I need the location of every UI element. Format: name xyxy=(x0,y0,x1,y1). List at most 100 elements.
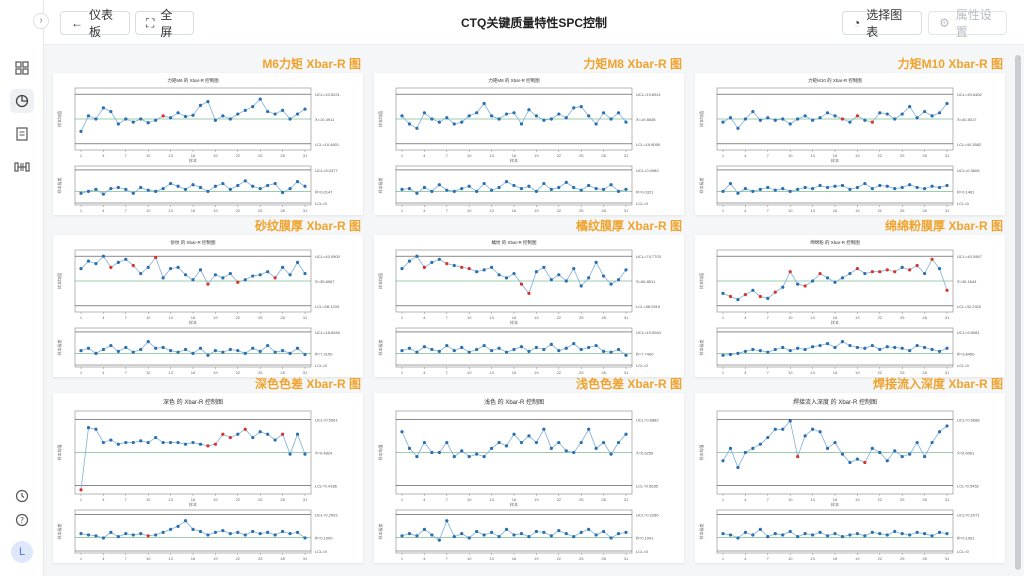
data-point xyxy=(183,187,188,191)
adjust-icon[interactable] xyxy=(10,155,34,179)
data-point xyxy=(497,440,501,445)
data-point xyxy=(751,347,755,352)
data-point xyxy=(915,116,919,120)
data-point xyxy=(198,103,203,107)
out-of-control-point xyxy=(803,284,807,288)
out-of-control-point xyxy=(915,263,919,268)
data-point xyxy=(116,535,120,539)
x-tick-label: 10 xyxy=(467,153,472,158)
lcl-label: LCL=28.1233 xyxy=(315,304,340,309)
ucl-label: UCL=0.6688 xyxy=(957,417,980,422)
avatar[interactable]: L xyxy=(11,541,33,563)
history-icon[interactable] xyxy=(10,484,34,508)
scrollbar[interactable] xyxy=(1012,45,1024,576)
data-point xyxy=(109,530,113,534)
x-tick-label: 1 xyxy=(722,497,725,502)
data-point xyxy=(288,273,292,277)
fullscreen-button[interactable]: ⛶ 全屏 xyxy=(135,8,194,39)
xbar-r-chart: 力矩M8 的 Xbar-R 控制图 1 4 7 10 13 16 19 22 25 28 31 样本均值… xyxy=(377,77,662,213)
data-point xyxy=(400,114,404,118)
data-point xyxy=(467,455,471,459)
data-point xyxy=(863,271,867,276)
data-point xyxy=(564,346,568,350)
x-tick-label: 7 xyxy=(446,315,449,320)
help-icon[interactable]: ? xyxy=(10,508,34,532)
xbar-series-line xyxy=(80,427,306,490)
collapse-sidebar-button[interactable]: › xyxy=(33,13,49,29)
x-tick-label: 13 xyxy=(489,208,494,213)
x-tick-label: 7 xyxy=(125,556,128,561)
data-point xyxy=(878,450,882,455)
data-point xyxy=(594,187,598,191)
xbar-chart-title: 力矩M10 的 Xbar-R 控制图 xyxy=(808,77,862,84)
r-ucl-label: UCL=0.0983 xyxy=(636,168,659,173)
data-point xyxy=(863,118,867,122)
data-point xyxy=(616,111,621,115)
chart-image: 绵绵粉 的 Xbar-R 控制图 1 4 7 10 13 16 19 22 25 28 31 样本均值 U… xyxy=(695,235,1005,377)
data-point xyxy=(534,189,538,193)
data-point xyxy=(198,268,203,272)
x-tick-label: 31 xyxy=(945,370,950,375)
data-point xyxy=(572,450,576,455)
data-point xyxy=(445,343,449,348)
data-point xyxy=(915,343,919,348)
data-point xyxy=(796,282,800,286)
chart-card-title: 力矩M8 Xbar-R 图 xyxy=(583,57,682,71)
chart-pie-icon[interactable] xyxy=(10,89,34,113)
xbar-chart-title: 浅色 的 Xbar-R 控制图 xyxy=(484,398,544,406)
r-lcl-label: LCL=0 xyxy=(957,549,970,554)
x-tick-label: 25 xyxy=(900,315,905,320)
out-of-control-point xyxy=(243,427,247,431)
back-to-dashboard-button[interactable]: ← 仪表板 xyxy=(60,8,130,39)
document-icon[interactable] xyxy=(10,122,34,146)
data-point xyxy=(564,449,568,453)
data-point xyxy=(900,346,904,350)
data-point xyxy=(572,535,576,539)
x-tick-label: 31 xyxy=(303,208,308,213)
lcl-label: LCL=0.5635 xyxy=(636,484,659,489)
out-of-control-point xyxy=(161,114,165,118)
data-point xyxy=(191,183,195,187)
data-point xyxy=(557,349,561,353)
data-point xyxy=(758,442,762,446)
data-point xyxy=(437,120,441,124)
data-point xyxy=(624,530,628,534)
data-point xyxy=(124,532,128,536)
x-tick-label: 19 xyxy=(534,497,539,502)
x-tick-label: 19 xyxy=(855,315,860,320)
ucl-label: UCL=19.8941 xyxy=(636,92,662,97)
data-point xyxy=(616,532,621,536)
data-point xyxy=(923,345,927,350)
data-point xyxy=(863,346,867,350)
sidebar: › ? L xyxy=(0,0,49,576)
data-point xyxy=(430,347,434,352)
dashboard-grid-icon[interactable] xyxy=(10,56,34,80)
x-tick-label: 28 xyxy=(280,370,285,375)
data-point xyxy=(527,434,531,438)
scrollbar-thumb[interactable] xyxy=(1015,55,1021,570)
data-point xyxy=(781,117,785,121)
cl-label: X̄=40.5017 xyxy=(957,117,977,122)
data-point xyxy=(900,265,904,269)
data-point xyxy=(422,440,426,445)
select-chart-button[interactable]: ◔ 选择图表 xyxy=(842,8,922,39)
r-panel: 1 4 7 10 13 16 19 22 25 28 31 样本极差 UCL=0.2503 R̄=0.10… xyxy=(56,509,338,561)
data-point xyxy=(236,183,240,188)
chart-image: 深色 的 Xbar-R 控制图 1 4 7 10 13 16 19 22 25 28 31 样本均值 UC… xyxy=(53,393,363,563)
data-point xyxy=(400,267,404,271)
x-tick-label: 28 xyxy=(280,556,285,561)
x-tick-label: 13 xyxy=(810,153,815,158)
x-tick-label: 10 xyxy=(146,315,151,320)
data-point xyxy=(243,108,247,112)
x-tick-label: 19 xyxy=(534,153,539,158)
data-point xyxy=(452,455,456,459)
data-point xyxy=(572,342,576,346)
x-tick-label: 10 xyxy=(467,208,472,213)
r-lcl-label: LCL=0 xyxy=(636,549,649,554)
properties-settings-button[interactable]: ⚙ 属性设置 xyxy=(928,8,1007,39)
data-point xyxy=(833,280,837,284)
data-point xyxy=(460,532,464,536)
x-axis-label: 样本 xyxy=(510,501,518,507)
data-point xyxy=(781,187,785,191)
data-point xyxy=(101,192,105,196)
